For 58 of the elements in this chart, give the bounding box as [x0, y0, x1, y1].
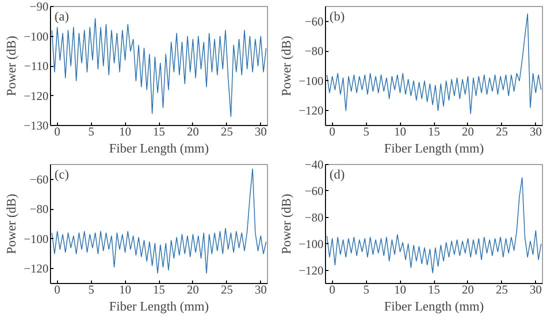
y-tick-label: −120	[24, 262, 49, 276]
x-tick-label: 30	[254, 124, 267, 138]
x-tick-label: 30	[254, 282, 267, 296]
x-axis-title: Fiber Length (mm)	[109, 140, 209, 156]
x-tick-label: 15	[153, 282, 165, 296]
y-tick-label: −100	[24, 29, 49, 44]
annotation: (b)	[330, 8, 345, 24]
y-axis-title: Power (dB)	[278, 36, 294, 96]
y-tick-label: −90	[30, 0, 49, 14]
x-tick-label: 5	[363, 282, 370, 296]
y-tick-label: −60	[304, 14, 324, 28]
y-axis-title: Power (dB)	[4, 194, 19, 254]
x-tick-label: 0	[329, 124, 336, 138]
x-tick-label: 20	[462, 124, 474, 138]
y-tick-label: −100	[298, 74, 324, 88]
y-tick-label: −80	[30, 202, 49, 216]
x-tick-label: 5	[88, 124, 94, 138]
x-tick-label: 30	[530, 282, 542, 296]
y-tick-label: −120	[24, 88, 49, 103]
y-axis-title: Power (dB)	[4, 36, 19, 96]
x-tick-label: 5	[88, 282, 94, 296]
x-tick-label: 25	[220, 124, 233, 138]
y-tick-label: −130	[24, 118, 49, 132]
y-tick-label: −60	[30, 172, 49, 186]
x-tick-label: 25	[220, 282, 233, 296]
x-axis-title: Fiber Length (mm)	[109, 298, 209, 314]
x-tick-label: 25	[496, 282, 508, 296]
y-tick-label: −110	[24, 59, 49, 73]
x-tick-label: 25	[496, 124, 508, 138]
x-tick-label: 0	[329, 282, 336, 296]
x-axis-title: Fiber Length (mm)	[384, 140, 484, 156]
x-tick-label: 20	[186, 124, 199, 138]
x-tick-label: 10	[394, 124, 406, 138]
y-tick-label: −100	[24, 232, 49, 246]
x-tick-label: 20	[462, 282, 474, 296]
y-tick-label: −80	[304, 210, 324, 224]
annotation: (c)	[54, 166, 69, 182]
y-tick-label: −100	[298, 236, 324, 251]
x-tick-label: 15	[153, 124, 165, 138]
x-tick-label: 5	[363, 124, 370, 138]
y-tick-label: −120	[298, 263, 324, 278]
x-tick-label: 10	[119, 282, 132, 296]
annotation: (a)	[54, 8, 69, 24]
y-tick-label: −60	[304, 184, 324, 198]
y-tick-label: −120	[298, 104, 324, 118]
x-tick-label: 10	[119, 124, 132, 138]
y-tick-label: −40	[304, 158, 324, 172]
annotation: (d)	[330, 166, 345, 182]
x-tick-label: 0	[54, 282, 60, 296]
x-tick-label: 20	[186, 282, 199, 296]
x-tick-label: 15	[428, 282, 440, 296]
x-tick-label: 30	[530, 124, 542, 138]
x-tick-label: 15	[428, 124, 440, 138]
x-axis-title: Fiber Length (mm)	[384, 298, 484, 314]
x-tick-label: 0	[54, 124, 60, 138]
x-tick-label: 10	[394, 282, 406, 296]
y-axis-title: Power (dB)	[278, 194, 294, 254]
y-tick-label: −80	[304, 44, 324, 58]
